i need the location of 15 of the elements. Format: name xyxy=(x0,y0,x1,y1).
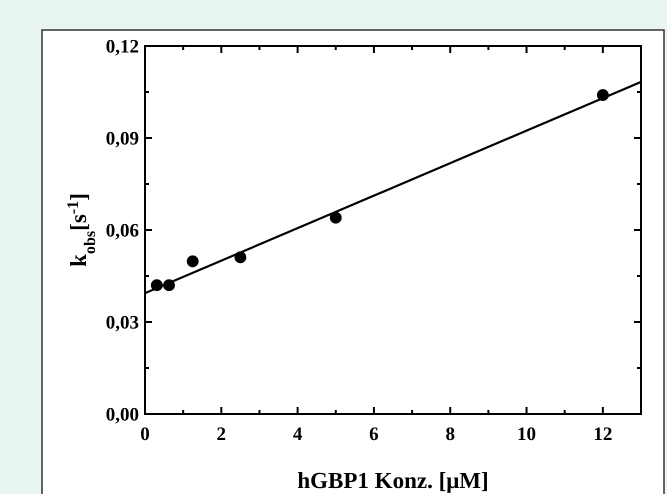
x-tick-label: 10 xyxy=(517,424,536,445)
x-tick-label: 0 xyxy=(140,424,150,445)
x-tick-label: 8 xyxy=(445,424,455,445)
y-tick-label: 0,03 xyxy=(106,312,139,334)
x-tick-label: 12 xyxy=(593,424,612,445)
point xyxy=(330,212,342,224)
y-tick-label: 0,09 xyxy=(106,128,139,150)
point xyxy=(186,255,199,268)
x-axis-title: hGBP1 Konz. [μM] xyxy=(297,468,489,493)
y-tick-label: 0,00 xyxy=(106,404,139,426)
x-tick-label: 6 xyxy=(369,424,379,445)
x-tick-label: 2 xyxy=(216,424,226,445)
y-tick-label: 0,06 xyxy=(106,220,139,242)
y-tick-label: 0,12 xyxy=(106,36,139,58)
x-tick-label: 4 xyxy=(292,424,303,445)
